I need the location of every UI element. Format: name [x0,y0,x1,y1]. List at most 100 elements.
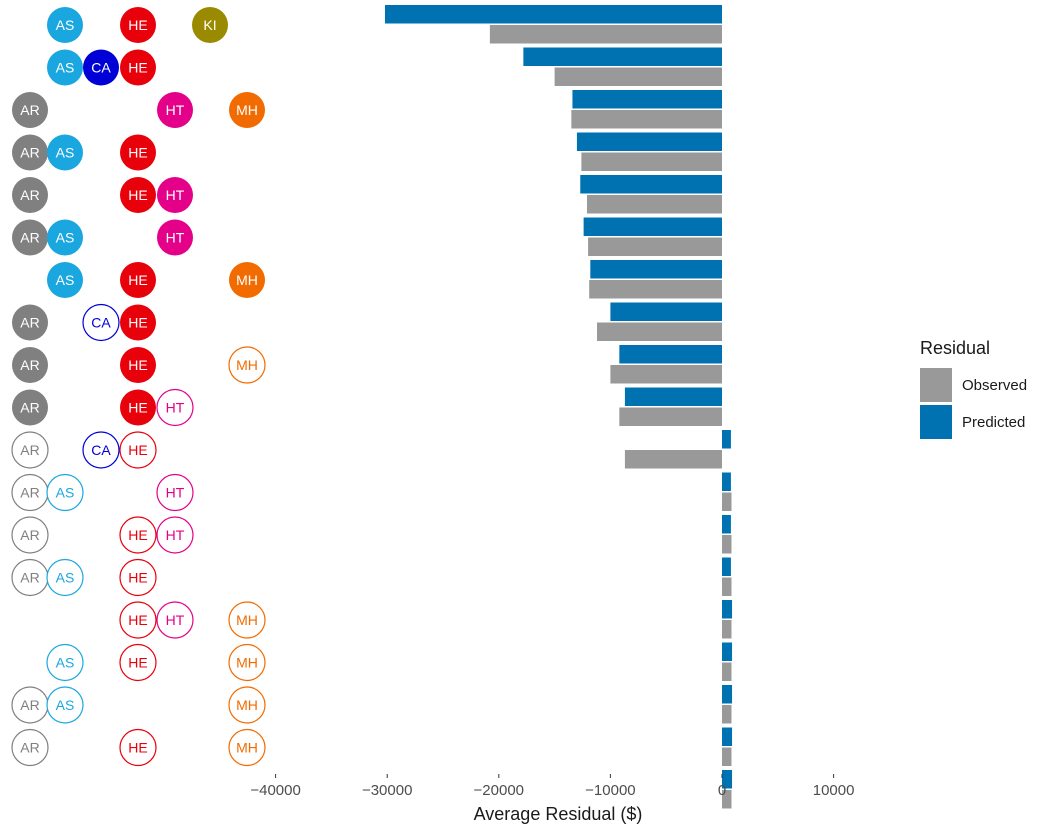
bar-observed [722,705,732,724]
badge-label: AR [20,400,39,416]
badge-circle [156,601,194,639]
badge-label: AS [56,655,75,671]
bar-observed [589,280,722,299]
badge-as: AS [47,49,83,86]
badge-label: HT [166,187,185,203]
bar-predicted [722,600,733,619]
badge-mh: MH [228,728,266,767]
badge-he: HE [119,601,157,639]
badge-circle [83,49,119,86]
badge-label: HE [128,570,147,586]
badge-he: HE [119,643,157,682]
bar-observed [722,747,732,766]
badge-ar: AR [12,92,48,128]
badge-label: HT [166,230,185,246]
badge-label: AS [56,145,75,161]
badge-circle [12,389,48,426]
badge-circle [12,219,48,256]
badge-label: MH [236,697,258,713]
badge-ar: AR [11,686,49,724]
badge-label: MH [236,357,258,373]
bar-predicted [590,260,722,279]
badge-circle [228,346,266,384]
badge-circle [47,7,83,43]
bar-predicted [722,770,733,789]
badge-label: HT [166,102,185,118]
bar-observed [619,407,722,426]
badge-ar: AR [11,473,49,512]
badge-label: AS [56,570,75,586]
bar-observed [597,322,722,341]
badge-circle [120,389,156,426]
badge-label: AR [20,187,39,203]
badge-as: AS [46,473,84,512]
badge-ar: AR [12,304,48,341]
badge-circle [229,262,265,298]
badge-label: AR [20,527,39,543]
badge-ht: HT [156,601,194,639]
bar-observed [624,450,722,469]
badge-ar: AR [11,516,49,554]
x-tick-label: 10000 [813,782,855,799]
badge-ar: AR [11,728,49,767]
badge-as: AS [46,686,84,724]
badge-label: CA [91,60,111,76]
badge-label: AS [56,272,75,288]
badge-ki: KI [192,7,228,43]
badge-he: HE [120,49,156,86]
bar-observed [554,67,722,86]
badge-circle [12,134,48,171]
badge-label: AS [56,485,75,501]
badge-mh: MH [228,601,266,639]
badge-he: HE [120,7,156,43]
condition-badges: AS HE KI AS CA HE AR HT MH AR AS HE AR HE HT AR AS HT AS HE… [11,7,266,767]
badge-circle [157,219,193,256]
badge-circle [46,473,84,512]
badge-label: CA [91,442,111,458]
badge-as: AS [47,134,83,171]
badge-ht: HT [157,177,193,213]
badge-ar: AR [12,389,48,426]
badge-as: AS [46,643,84,682]
badge-mh: MH [228,643,266,682]
badge-he: HE [120,304,156,341]
badge-label: HE [128,612,147,628]
badge-ar: AR [11,431,49,469]
bar-predicted [576,132,722,151]
badge-label: HE [128,187,147,203]
x-tick-label: −20000 [474,782,524,799]
badge-ht: HT [156,388,194,427]
bar-predicted [722,515,731,534]
legend-title: Residual [920,338,990,358]
badge-label: MH [236,612,258,628]
bar-predicted [624,387,722,406]
bar-predicted [572,90,722,109]
bar-observed [610,365,722,384]
badge-label: KI [203,17,216,33]
bar-predicted [722,430,731,449]
badge-label: HE [128,357,147,373]
bar-predicted [583,217,722,236]
badge-label: HE [128,315,147,331]
bar-observed [722,620,732,639]
badge-circle [120,49,156,86]
bar-observed [722,577,732,596]
badge-circle [119,601,157,639]
badge-circle [12,92,48,128]
badge-circle [157,177,193,213]
badge-circle [156,388,194,427]
badge-label: AR [20,315,39,331]
badge-circle [192,7,228,43]
badge-circle [46,643,84,682]
badge-ar: AR [12,347,48,383]
badge-circle [119,516,157,554]
badge-circle [47,134,83,171]
badge-circle [119,558,157,597]
badge-circle [120,134,156,171]
badge-label: HE [128,145,147,161]
bar-observed [588,237,722,256]
badge-label: AS [56,17,75,33]
badge-mh: MH [228,346,266,384]
bar-observed [581,152,722,171]
